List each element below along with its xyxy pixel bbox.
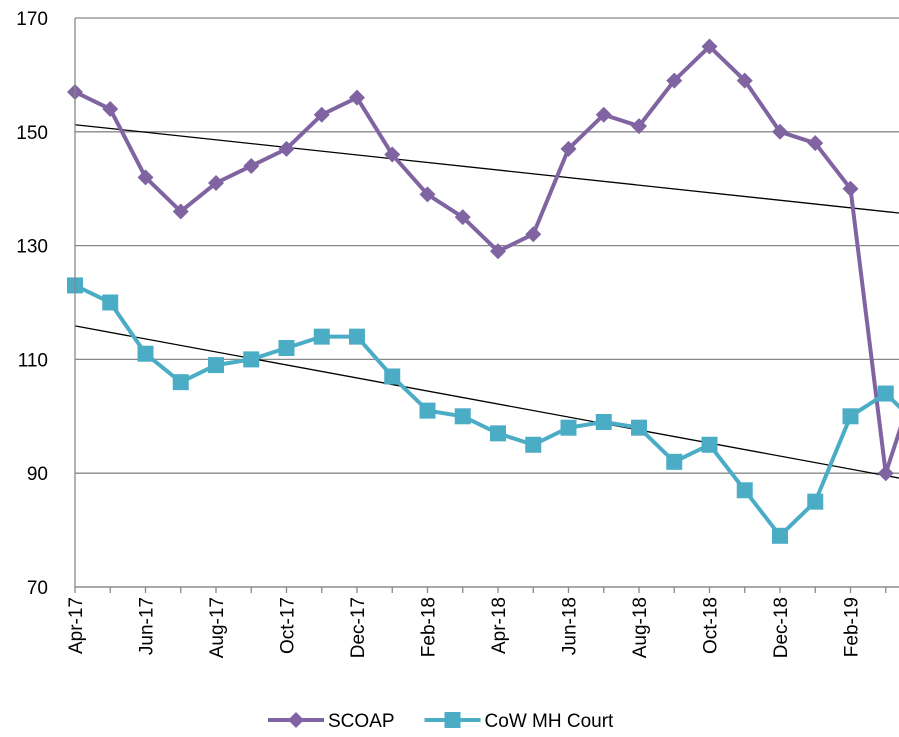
marker	[842, 408, 859, 425]
marker	[701, 38, 718, 55]
legend-label: CoW MH Court	[485, 711, 615, 732]
marker	[560, 419, 577, 436]
trendline	[74, 124, 899, 214]
marker	[490, 243, 506, 260]
trendline	[74, 325, 899, 479]
x-tick-label: Apr-17	[66, 597, 87, 654]
marker	[243, 351, 260, 368]
marker	[208, 175, 224, 192]
marker	[454, 209, 471, 226]
marker	[525, 226, 542, 243]
legend-label: SCOAP	[328, 711, 395, 732]
marker	[102, 101, 119, 118]
marker	[384, 368, 401, 385]
y-tick-label: 90	[27, 464, 48, 485]
x-tick-label: Apr-18	[489, 597, 510, 654]
marker	[631, 118, 647, 135]
marker	[736, 482, 753, 499]
marker	[137, 345, 154, 362]
marker	[490, 425, 506, 442]
x-tick-label: Dec-17	[348, 597, 369, 658]
legend-marker	[288, 712, 304, 728]
y-tick-label: 110	[18, 350, 48, 371]
marker	[278, 340, 295, 357]
marker	[595, 413, 612, 430]
marker	[313, 106, 330, 123]
axes: 70 90 110 130 150 170 Apr-17 Jun-17 Aug-17 Oct-17…	[16, 9, 899, 732]
x-tick-label: Oct-17	[278, 597, 299, 654]
marker	[666, 453, 683, 470]
y-tick-label: 70	[27, 578, 48, 599]
y-tick-label: 150	[16, 123, 48, 144]
marker	[208, 357, 224, 374]
x-tick-label: Feb-18	[419, 597, 440, 657]
x-tick-label: Oct-18	[701, 597, 722, 654]
marker	[349, 89, 365, 106]
marker	[137, 169, 154, 186]
series-line	[74, 283, 899, 538]
marker	[772, 527, 788, 544]
x-tick-label: Jun-18	[560, 597, 581, 655]
marker	[313, 328, 330, 345]
marker	[877, 385, 894, 402]
marker	[243, 157, 260, 174]
marker	[701, 436, 718, 453]
x-tick-label: Dec-18	[771, 597, 792, 658]
y-tick-label: 170	[16, 9, 48, 30]
marker	[807, 493, 824, 510]
marker	[772, 123, 788, 140]
marker	[877, 465, 894, 482]
marker	[278, 140, 295, 157]
marker	[349, 328, 365, 345]
marker	[807, 135, 824, 152]
series-line	[74, 44, 899, 476]
y-tick-label: 130	[16, 237, 48, 258]
marker	[419, 186, 436, 203]
marker	[736, 72, 753, 89]
marker	[595, 106, 612, 123]
legend-marker	[444, 712, 461, 728]
marker	[666, 72, 683, 89]
marker	[842, 180, 859, 197]
plot-area	[67, 17, 899, 588]
marker	[419, 402, 436, 419]
marker	[525, 436, 542, 453]
x-tick-label: Aug-18	[630, 597, 651, 658]
marker	[172, 374, 189, 391]
marker	[454, 408, 471, 425]
marker	[631, 419, 647, 436]
x-tick-label: Jun-17	[137, 597, 158, 655]
marker	[560, 140, 577, 157]
x-tick-label: Aug-17	[207, 597, 228, 658]
x-tick-label: Feb-19	[842, 597, 863, 657]
marker	[102, 294, 119, 311]
marker	[172, 203, 189, 220]
marker	[384, 146, 401, 163]
